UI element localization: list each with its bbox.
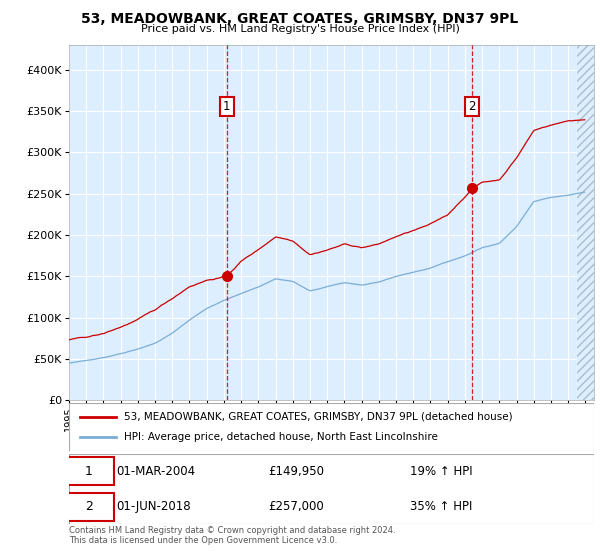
FancyBboxPatch shape: [64, 457, 113, 485]
Text: Contains HM Land Registry data © Crown copyright and database right 2024.: Contains HM Land Registry data © Crown c…: [69, 526, 395, 535]
Text: 01-MAR-2004: 01-MAR-2004: [116, 465, 196, 478]
Text: £257,000: £257,000: [269, 500, 324, 514]
Text: 35% ↑ HPI: 35% ↑ HPI: [410, 500, 473, 514]
Text: 19% ↑ HPI: 19% ↑ HPI: [410, 465, 473, 478]
FancyBboxPatch shape: [64, 493, 113, 521]
Text: 01-JUN-2018: 01-JUN-2018: [116, 500, 191, 514]
Text: 1: 1: [223, 100, 230, 113]
Text: HPI: Average price, detached house, North East Lincolnshire: HPI: Average price, detached house, Nort…: [124, 432, 438, 442]
Text: 2: 2: [469, 100, 476, 113]
FancyBboxPatch shape: [69, 403, 594, 451]
Text: 1: 1: [85, 465, 92, 478]
Text: This data is licensed under the Open Government Licence v3.0.: This data is licensed under the Open Gov…: [69, 536, 337, 545]
Text: £149,950: £149,950: [269, 465, 325, 478]
Bar: [577, 45, 594, 400]
Text: 2: 2: [85, 500, 92, 514]
Text: 53, MEADOWBANK, GREAT COATES, GRIMSBY, DN37 9PL (detached house): 53, MEADOWBANK, GREAT COATES, GRIMSBY, D…: [124, 412, 513, 422]
Bar: [577, 45, 594, 400]
Text: Price paid vs. HM Land Registry's House Price Index (HPI): Price paid vs. HM Land Registry's House …: [140, 24, 460, 34]
Text: 53, MEADOWBANK, GREAT COATES, GRIMSBY, DN37 9PL: 53, MEADOWBANK, GREAT COATES, GRIMSBY, D…: [82, 12, 518, 26]
FancyBboxPatch shape: [69, 454, 594, 524]
